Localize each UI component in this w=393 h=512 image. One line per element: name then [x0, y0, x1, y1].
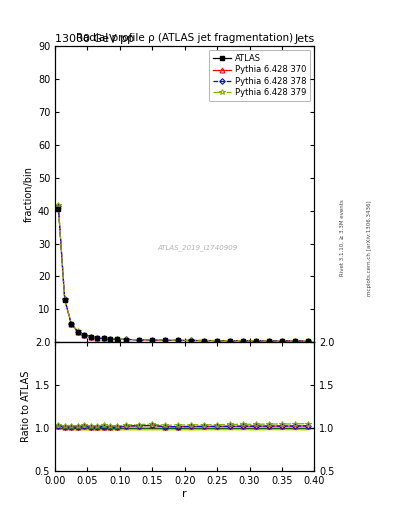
Y-axis label: Ratio to ATLAS: Ratio to ATLAS — [20, 371, 31, 442]
Text: Rivet 3.1.10, ≥ 3.3M events: Rivet 3.1.10, ≥ 3.3M events — [340, 200, 344, 276]
Y-axis label: fraction/bin: fraction/bin — [24, 166, 34, 222]
Legend: ATLAS, Pythia 6.428 370, Pythia 6.428 378, Pythia 6.428 379: ATLAS, Pythia 6.428 370, Pythia 6.428 37… — [209, 50, 310, 101]
Text: Jets: Jets — [294, 33, 314, 44]
X-axis label: r: r — [182, 488, 187, 499]
Text: ATLAS_2019_I1740909: ATLAS_2019_I1740909 — [158, 244, 238, 251]
Text: 13000 GeV pp: 13000 GeV pp — [55, 33, 134, 44]
Text: mcplots.cern.ch [arXiv:1306.3436]: mcplots.cern.ch [arXiv:1306.3436] — [367, 201, 372, 296]
Title: Radial profile ρ (ATLAS jet fragmentation): Radial profile ρ (ATLAS jet fragmentatio… — [76, 33, 293, 42]
